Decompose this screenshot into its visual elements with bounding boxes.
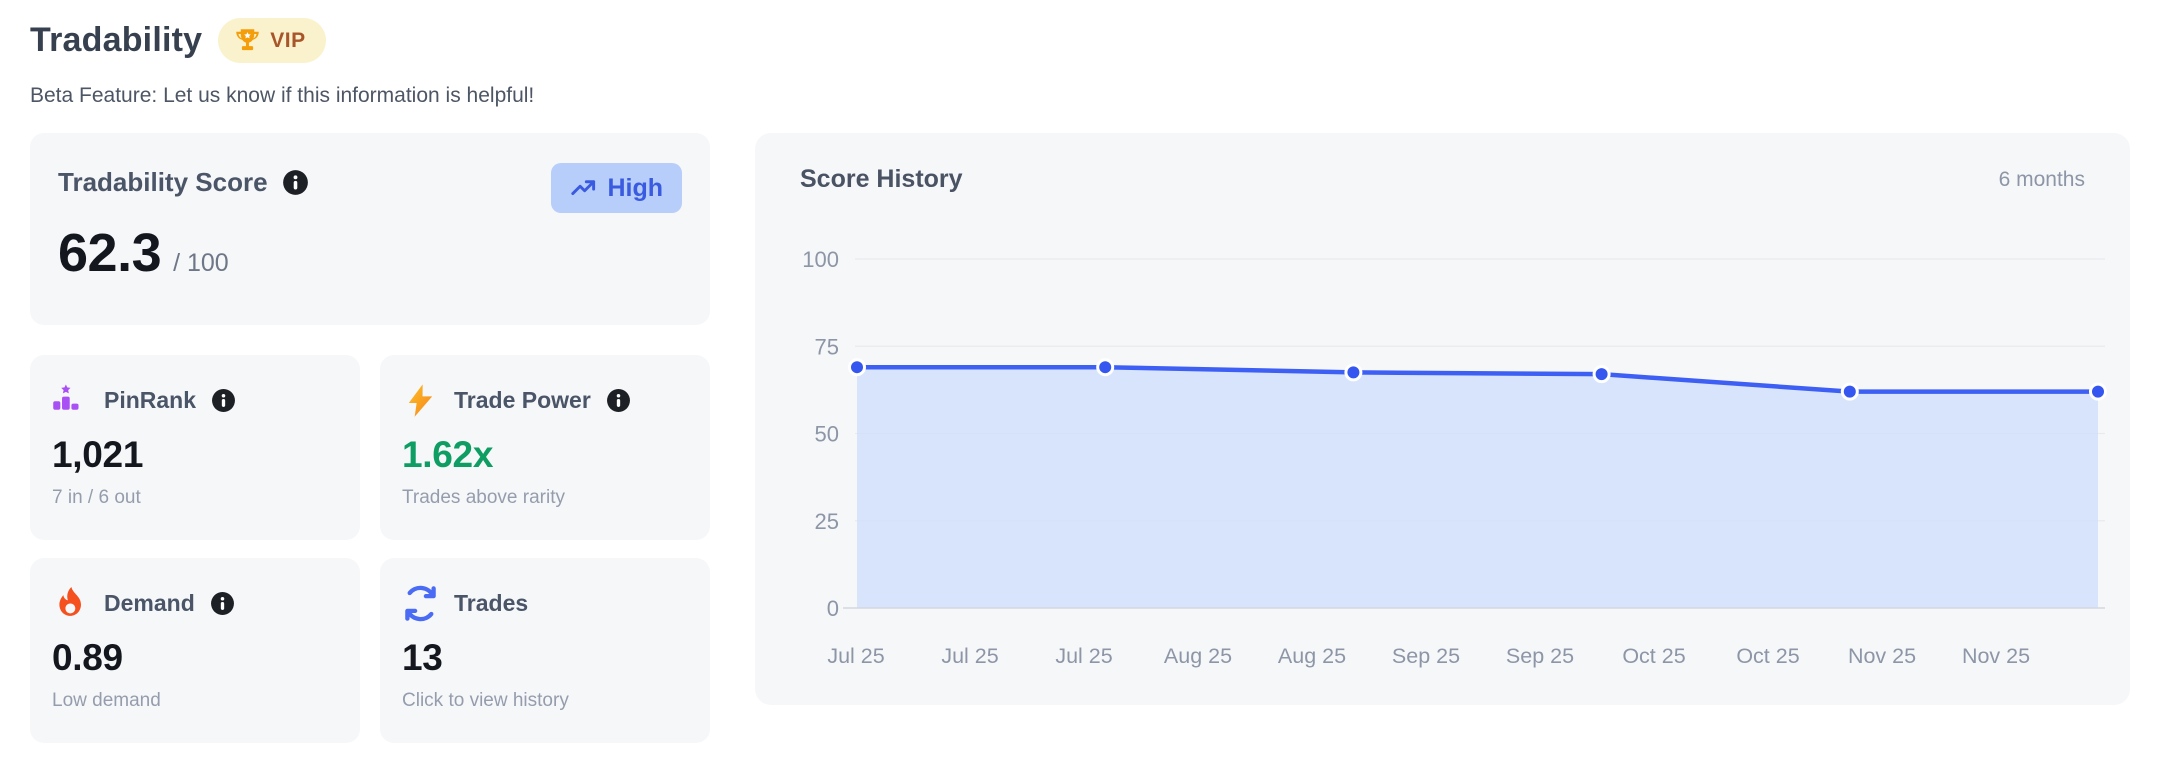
trades-card[interactable]: Trades 13 Click to view history [380,558,710,743]
trending-up-icon [571,179,596,195]
score-card-label: Tradability Score [58,167,268,197]
svg-text:Aug 25: Aug 25 [1278,644,1346,668]
stat-label: Trade Power [454,386,591,413]
stat-label: PinRank [104,386,197,413]
trades-refresh-icon [405,585,436,621]
page-header: Tradability VIP Beta Feature: Let us kno… [30,18,534,108]
svg-text:25: 25 [815,509,839,534]
svg-text:Sep 25: Sep 25 [1392,644,1460,668]
podium-icon [53,383,79,410]
svg-text:Aug 25: Aug 25 [1164,644,1232,668]
score-trend-label: High [607,173,663,202]
svg-text:100: 100 [802,247,839,272]
svg-text:Jul 25: Jul 25 [941,644,998,668]
trade-power-card: Trade Power 1.62x Trades above rarity [380,355,710,540]
svg-text:75: 75 [815,334,839,359]
trophy-icon [236,29,259,51]
page-title: Tradability [30,21,203,59]
stat-subtext: Low demand [52,690,161,711]
stat-subtext: Trades above rarity [402,487,565,508]
stat-label: Demand [104,589,195,616]
lightning-icon [408,383,433,417]
stat-subtext: Click to view history [402,690,569,711]
stat-value: 13 [402,637,443,678]
svg-text:Jul 25: Jul 25 [827,644,884,668]
svg-text:Oct 25: Oct 25 [1736,644,1799,668]
stat-value: 1.62x [402,434,494,475]
stat-subtext: 7 in / 6 out [52,487,141,508]
info-icon[interactable] [282,169,309,196]
score-history-chart[interactable]: 0 25 50 75 100 Jul 25 Jul 25 Jul 25 Aug 25 Aug 25… [755,133,2130,705]
info-icon[interactable] [606,388,631,413]
score-history-panel: Score History 6 months 0 25 50 75 100 Jul 25 J… [755,133,2130,705]
vip-badge-label: VIP [270,28,306,52]
tradability-score-card: Tradability Score High 62.3 [30,133,710,325]
svg-text:0: 0 [827,596,839,621]
info-icon[interactable] [211,388,236,413]
score-trend-badge: High [551,163,682,213]
chart-range-label: 6 months [1998,167,2085,191]
flame-icon [59,586,81,616]
info-icon[interactable] [210,591,235,616]
beta-feature-note: Beta Feature: Let us know if this inform… [30,84,535,107]
svg-text:Sep 25: Sep 25 [1506,644,1574,668]
chart-title: Score History [800,165,963,193]
svg-text:Nov 25: Nov 25 [1848,644,1916,668]
demand-card: Demand 0.89 Low demand [30,558,360,743]
svg-text:50: 50 [815,422,839,447]
pinrank-card: PinRank 1,021 7 in / 6 out [30,355,360,540]
stat-grid: PinRank 1,021 7 in / 6 out [30,355,710,743]
svg-text:Oct 25: Oct 25 [1622,644,1685,668]
svg-text:Jul 25: Jul 25 [1055,644,1112,668]
tradability-score-value: 62.3 [58,223,162,283]
svg-text:Nov 25: Nov 25 [1962,644,2030,668]
stat-value: 1,021 [52,434,144,475]
vip-badge: VIP [218,18,326,63]
stat-value: 0.89 [52,637,123,678]
tradability-score-max: / 100 [173,249,229,277]
stat-label: Trades [454,589,529,616]
